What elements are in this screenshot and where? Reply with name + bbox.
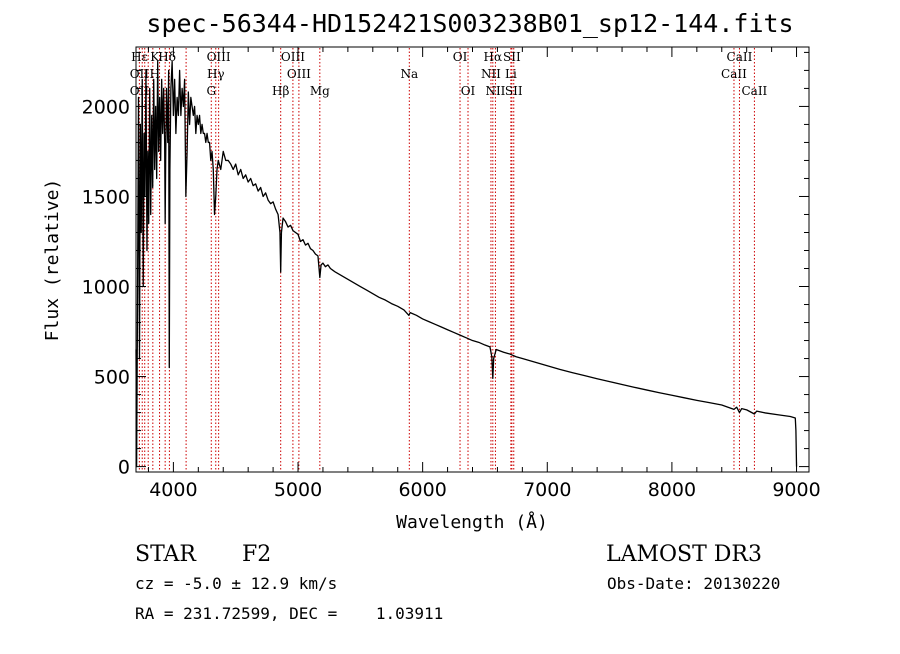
spectral-subclass: F2: [242, 542, 271, 567]
x-axis-title: Wavelength (Å): [396, 511, 548, 533]
series-line-flux: [135, 60, 798, 468]
line-label: OIII: [287, 67, 311, 81]
coordinates: RA = 231.72599, DEC = 1.03911: [135, 604, 443, 623]
line-label: OII: [130, 84, 150, 98]
line-label: NII: [485, 84, 505, 98]
x-tick-label: 4000: [149, 479, 197, 501]
plot-frame: [135, 46, 810, 473]
line-label: NII: [481, 67, 501, 81]
y-tick-label: 1500: [82, 186, 130, 208]
observation-date: Obs-Date: 20130220: [607, 574, 780, 593]
line-label: Na: [400, 67, 418, 81]
y-tick-label: 1000: [82, 277, 130, 299]
redshift-value: cz = -5.0 ± 12.9 km/s: [135, 574, 337, 593]
line-label: Hβ: [272, 84, 289, 98]
y-tick-label: 0: [118, 457, 130, 479]
y-axis-title: Flux (relative): [42, 179, 63, 342]
line-label: CaII: [721, 67, 747, 81]
line-label: OIII: [281, 50, 305, 64]
line-label: K: [150, 50, 160, 64]
line-label: G: [206, 84, 216, 98]
spectrum-info: STAR F2 LAMOST DR3 cz = -5.0 ± 12.9 km/s…: [135, 542, 780, 623]
line-label: H: [149, 67, 159, 81]
y-tick-label: 500: [94, 367, 130, 389]
x-tick-label: 6000: [398, 479, 446, 501]
x-tick-label: 5000: [274, 479, 322, 501]
line-label: CaII: [727, 50, 753, 64]
line-label: OIII: [207, 50, 231, 64]
object-class: STAR: [135, 542, 197, 567]
line-label: OII: [130, 67, 150, 81]
line-label: Hε: [131, 50, 148, 64]
x-tick-label: 8000: [648, 479, 696, 501]
line-label: Mg: [310, 84, 330, 98]
chart-title: spec-56344-HD152421S003238B01_sp12-144.f…: [146, 9, 793, 38]
y-tick-label: 2000: [82, 96, 130, 118]
y-axis-ticks: 0 500 1000 1500 2000: [82, 51, 809, 479]
survey-name: LAMOST DR3: [606, 542, 762, 567]
x-tick-label: 7000: [523, 479, 571, 501]
line-label: SII: [503, 50, 521, 64]
line-label: OI: [461, 84, 476, 98]
line-label: Li: [505, 67, 517, 81]
line-label: Hδ: [158, 50, 176, 64]
line-label: CaII: [741, 84, 767, 98]
series-layer: [135, 60, 798, 468]
x-tick-label: 9000: [772, 479, 820, 501]
line-label: Hγ: [207, 67, 225, 81]
line-label: SII: [505, 84, 523, 98]
reference-lines: [138, 48, 755, 471]
line-label: Hα: [484, 50, 503, 64]
line-label: OI: [453, 50, 468, 64]
x-axis-ticks: 4000 5000 6000 7000 8000 9000: [147, 47, 821, 501]
